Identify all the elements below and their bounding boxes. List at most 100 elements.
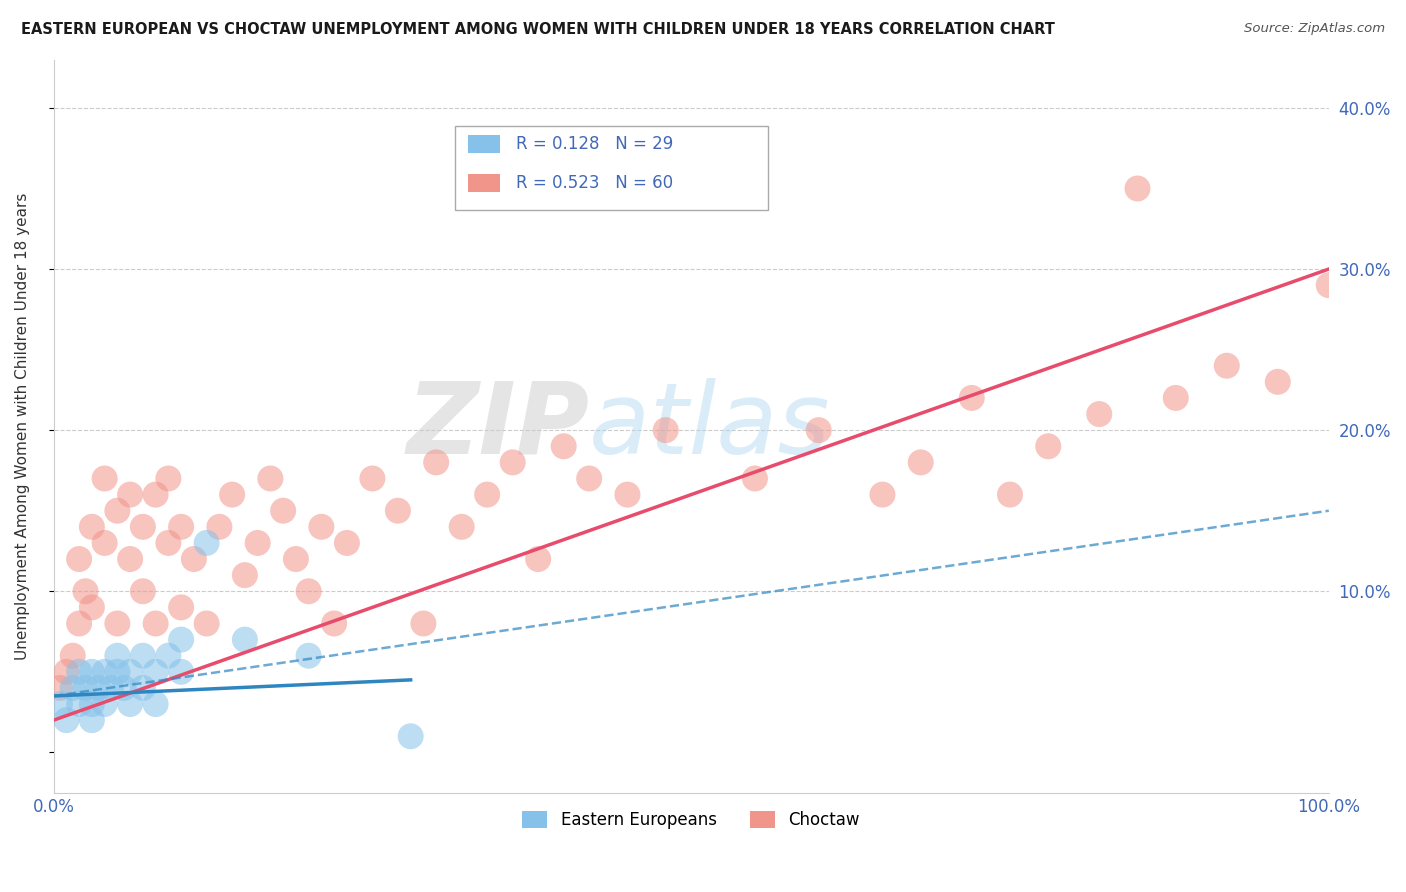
Point <box>67 665 90 679</box>
Point <box>105 616 128 631</box>
Point <box>298 648 321 663</box>
Point <box>170 632 193 647</box>
Point <box>93 536 115 550</box>
Point <box>1164 391 1187 405</box>
Point <box>49 697 72 711</box>
Y-axis label: Unemployment Among Women with Children Under 18 years: Unemployment Among Women with Children U… <box>15 193 30 660</box>
Point <box>80 697 103 711</box>
FancyBboxPatch shape <box>468 174 501 192</box>
Point <box>80 600 103 615</box>
Point <box>75 681 97 695</box>
Point <box>67 697 90 711</box>
Point <box>100 681 122 695</box>
Point <box>336 536 359 550</box>
Point <box>120 487 142 501</box>
Point <box>412 616 434 631</box>
Point <box>323 616 346 631</box>
Text: Source: ZipAtlas.com: Source: ZipAtlas.com <box>1244 22 1385 36</box>
Point <box>183 552 205 566</box>
Point <box>387 504 409 518</box>
Point <box>67 616 90 631</box>
Point <box>807 423 830 437</box>
Text: R = 0.128   N = 29: R = 0.128 N = 29 <box>516 135 673 153</box>
Point <box>1267 375 1289 389</box>
Point <box>311 520 333 534</box>
Point <box>120 697 142 711</box>
Point <box>62 681 84 695</box>
Point <box>157 536 180 550</box>
Point <box>910 455 932 469</box>
Point <box>744 471 766 485</box>
Point <box>170 665 193 679</box>
Point <box>1088 407 1111 421</box>
Point <box>872 487 894 501</box>
Point <box>960 391 983 405</box>
Point <box>208 520 231 534</box>
Point <box>93 471 115 485</box>
Text: ZIP: ZIP <box>406 377 589 475</box>
Point <box>654 423 676 437</box>
Point <box>170 600 193 615</box>
Point <box>998 487 1021 501</box>
Point <box>157 471 180 485</box>
Text: EASTERN EUROPEAN VS CHOCTAW UNEMPLOYMENT AMONG WOMEN WITH CHILDREN UNDER 18 YEAR: EASTERN EUROPEAN VS CHOCTAW UNEMPLOYMENT… <box>21 22 1054 37</box>
Point <box>502 455 524 469</box>
Point <box>105 648 128 663</box>
Point <box>233 632 256 647</box>
Point <box>105 504 128 518</box>
Point <box>259 471 281 485</box>
Point <box>75 584 97 599</box>
Point <box>62 648 84 663</box>
Point <box>145 665 167 679</box>
Point <box>221 487 243 501</box>
Point <box>425 455 447 469</box>
FancyBboxPatch shape <box>468 135 501 153</box>
Point <box>80 520 103 534</box>
Point <box>475 487 498 501</box>
Point <box>93 697 115 711</box>
Point <box>1317 278 1340 293</box>
Point <box>105 665 128 679</box>
Point <box>132 681 155 695</box>
Point <box>361 471 384 485</box>
Point <box>49 681 72 695</box>
Point <box>195 616 218 631</box>
Point <box>112 681 135 695</box>
Point <box>132 648 155 663</box>
Point <box>157 648 180 663</box>
FancyBboxPatch shape <box>456 126 768 210</box>
Point <box>55 713 77 727</box>
Point <box>132 584 155 599</box>
Point <box>578 471 600 485</box>
Point <box>93 665 115 679</box>
Point <box>132 520 155 534</box>
Point <box>195 536 218 550</box>
Point <box>527 552 550 566</box>
Point <box>1126 181 1149 195</box>
Point <box>616 487 638 501</box>
Point <box>145 616 167 631</box>
Point <box>120 552 142 566</box>
Point <box>80 713 103 727</box>
Point <box>553 439 575 453</box>
Point <box>298 584 321 599</box>
Point <box>145 697 167 711</box>
Point <box>145 487 167 501</box>
Point <box>1038 439 1060 453</box>
Point <box>450 520 472 534</box>
Point <box>271 504 294 518</box>
Point <box>55 665 77 679</box>
Point <box>284 552 307 566</box>
Point <box>80 665 103 679</box>
Point <box>67 552 90 566</box>
Point <box>246 536 269 550</box>
Point <box>399 729 422 743</box>
Point <box>1216 359 1239 373</box>
Point <box>120 665 142 679</box>
Point <box>87 681 110 695</box>
Text: R = 0.523   N = 60: R = 0.523 N = 60 <box>516 174 673 192</box>
Text: atlas: atlas <box>589 377 831 475</box>
Point <box>233 568 256 582</box>
Legend: Eastern Europeans, Choctaw: Eastern Europeans, Choctaw <box>516 804 866 836</box>
Point <box>170 520 193 534</box>
